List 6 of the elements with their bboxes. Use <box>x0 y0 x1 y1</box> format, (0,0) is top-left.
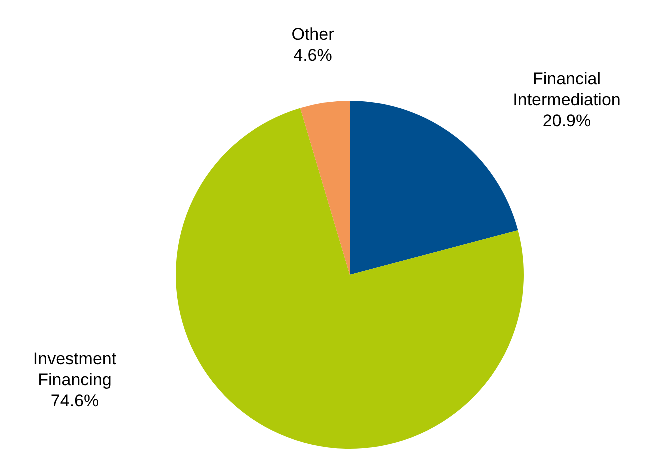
data-label: 74.6% <box>50 392 100 410</box>
data-label: 20.9% <box>542 112 592 130</box>
slice-label: Investment Financing <box>33 350 117 390</box>
slice-label: Financial Intermediation <box>513 70 621 110</box>
slice-label: Other <box>292 25 335 44</box>
data-label: 4.6% <box>294 46 332 65</box>
